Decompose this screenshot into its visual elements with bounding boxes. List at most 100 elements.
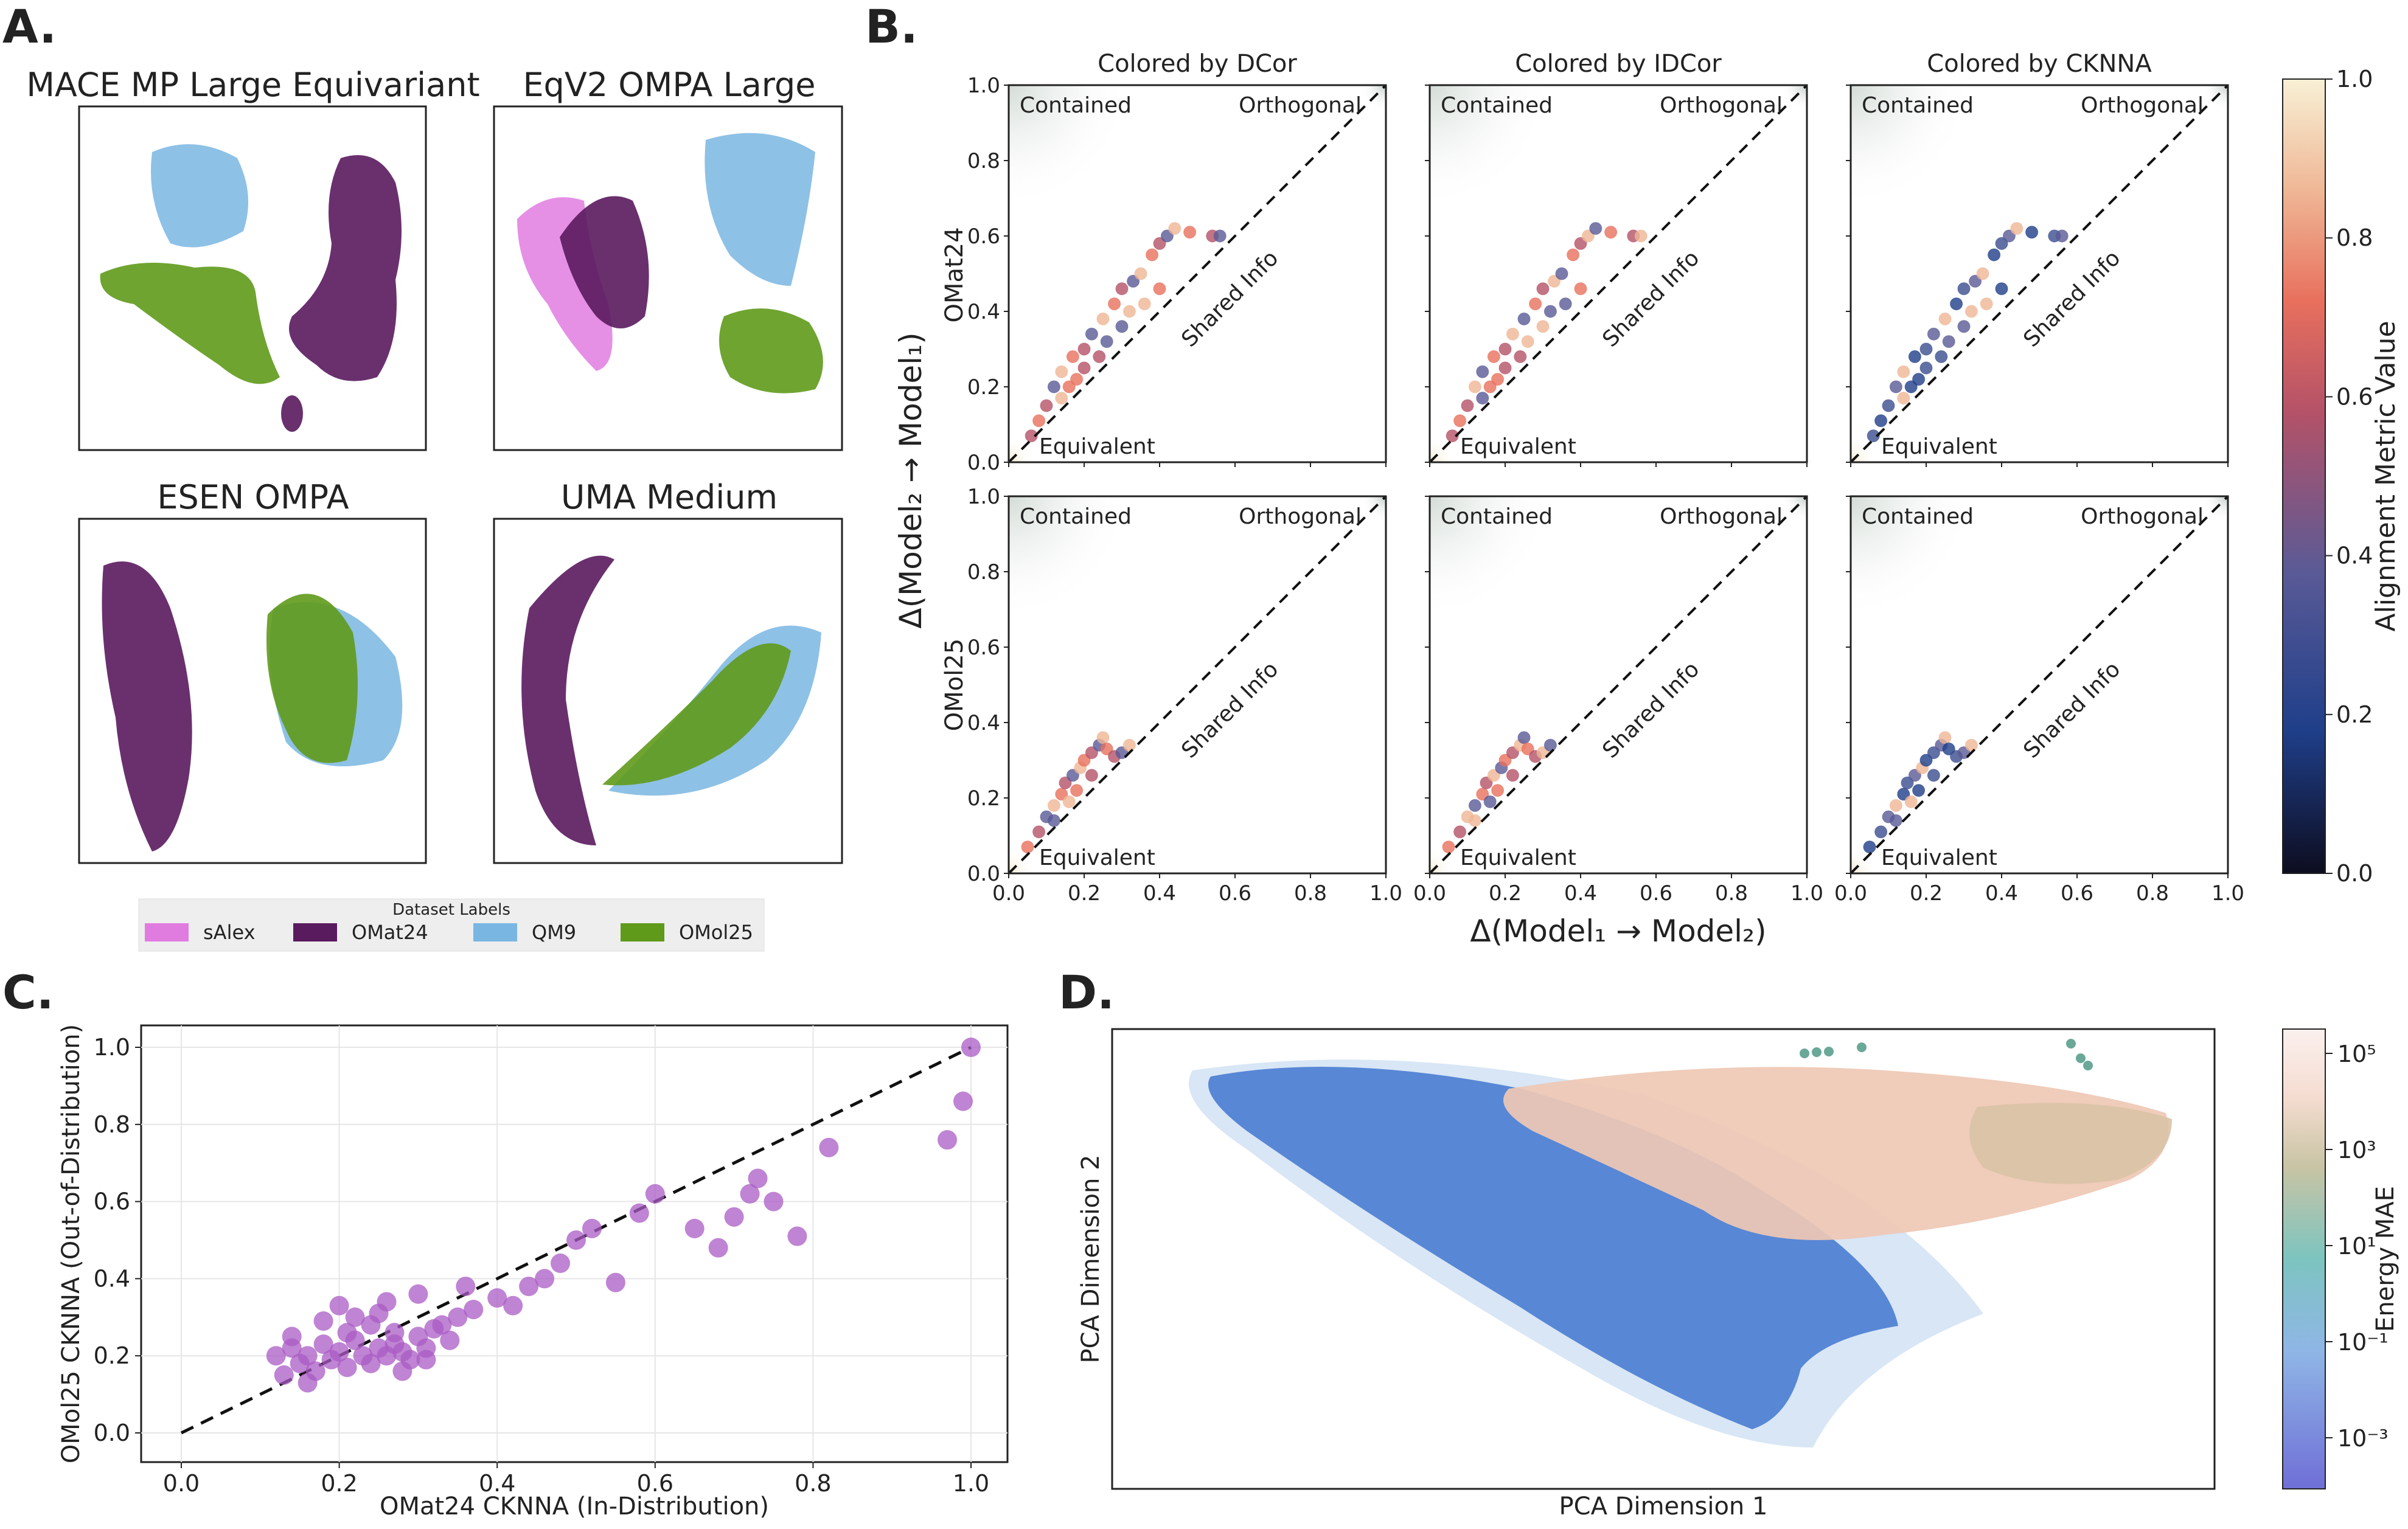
b-data-point bbox=[1483, 795, 1497, 808]
c-data-point bbox=[337, 1357, 357, 1378]
b-data-point bbox=[1517, 312, 1531, 325]
umap-frame-1 bbox=[78, 105, 427, 451]
b-colorbar-label: Alignment Metric Value bbox=[2370, 321, 2401, 631]
b-data-point bbox=[1912, 784, 1926, 797]
d-colorbar-tick-label: 10⁻¹ bbox=[2337, 1329, 2389, 1356]
b-label-equivalent: Equivalent bbox=[1039, 845, 1155, 870]
b-data-point bbox=[1589, 222, 1602, 235]
umap-1-omat24-island bbox=[281, 395, 303, 432]
b-label-contained: Contained bbox=[1862, 93, 1974, 118]
b-data-point bbox=[1093, 350, 1106, 363]
b-data-point bbox=[1980, 297, 1993, 311]
b-data-point bbox=[1077, 361, 1091, 375]
b-label-equivalent: Equivalent bbox=[1460, 845, 1576, 870]
b-diagonal-line bbox=[1428, 495, 1808, 875]
b-data-point bbox=[1904, 795, 1918, 808]
b-label-orthogonal: Orthogonal bbox=[2081, 93, 2204, 118]
b-colorbar-tick-label: 0.6 bbox=[2336, 383, 2373, 410]
c-data-point bbox=[487, 1288, 507, 1308]
b-contained-shade bbox=[1851, 85, 2058, 293]
c-data-point bbox=[953, 1091, 973, 1111]
b-data-point bbox=[1062, 795, 1076, 808]
c-data-point bbox=[724, 1207, 744, 1227]
b-data-point bbox=[1889, 380, 1902, 394]
d-point-clouds bbox=[1189, 1039, 2172, 1448]
b-xtick-label: 0.0 bbox=[1413, 881, 1446, 906]
b-xtick-label: 0.8 bbox=[1294, 881, 1327, 906]
b-ytick-label: 0.6 bbox=[967, 636, 1000, 660]
umap-4-omol25-cluster bbox=[602, 643, 791, 786]
umap-1-omat24-cluster bbox=[289, 155, 402, 381]
umap-2-qm9-cluster bbox=[705, 133, 815, 286]
panel-label-a: A. bbox=[2, 0, 57, 54]
b-data-point bbox=[1555, 267, 1568, 280]
legend-title: Dataset Labels bbox=[392, 901, 510, 919]
d-colorbar-tick-label: 10⁵ bbox=[2337, 1041, 2376, 1067]
umap-4-omat24-cluster bbox=[521, 555, 614, 845]
umap-title-4: UMA Medium bbox=[561, 478, 778, 516]
b-colorbar-tick-label: 0.0 bbox=[2336, 860, 2373, 887]
b-data-point bbox=[1536, 320, 1550, 333]
b-data-point bbox=[1964, 738, 1978, 752]
b-data-point bbox=[1122, 305, 1136, 318]
c-data-point bbox=[708, 1238, 728, 1258]
c-data-point bbox=[645, 1184, 665, 1204]
b-label-equivalent: Equivalent bbox=[1460, 434, 1576, 459]
b-data-point bbox=[1153, 282, 1166, 296]
b-label-orthogonal: Orthogonal bbox=[1239, 93, 1362, 118]
b-data-point bbox=[1919, 361, 1933, 375]
umap-4-clusters bbox=[521, 555, 821, 845]
umap-2-omol25-cluster bbox=[719, 308, 823, 394]
c-y-axis-label: OMol25 CKNNA (Out-of-Distribution) bbox=[57, 1024, 85, 1463]
c-data-point bbox=[464, 1300, 484, 1320]
b-label-orthogonal: Orthogonal bbox=[1239, 504, 1362, 529]
legend-item-salex: sAlex bbox=[145, 921, 256, 944]
b-data-point bbox=[1506, 769, 1519, 782]
b-label-contained: Contained bbox=[1862, 504, 1974, 529]
b-data-point bbox=[1536, 282, 1550, 296]
b-xtick-label: 0.6 bbox=[1219, 881, 1251, 906]
b-xtick-label: 0.2 bbox=[1489, 881, 1522, 906]
b-data-point bbox=[2055, 229, 2069, 243]
c-xtick-label: 0.4 bbox=[479, 1470, 515, 1497]
c-data-point bbox=[416, 1350, 436, 1370]
b-y-axis-label: Δ(Model₂ → Model₁) bbox=[893, 332, 928, 628]
b-diagonal-line bbox=[1007, 495, 1387, 875]
b-ytick-label: 0.2 bbox=[967, 375, 1000, 400]
b-data-point bbox=[1115, 282, 1129, 296]
b-xtick-label: 0.6 bbox=[2061, 881, 2093, 906]
c-xtick-label: 0.8 bbox=[795, 1470, 831, 1497]
c-data-point bbox=[361, 1353, 381, 1373]
b-data-point bbox=[1498, 342, 1512, 356]
legend-label-salex: sAlex bbox=[203, 921, 256, 944]
c-data-point bbox=[503, 1295, 523, 1316]
c-xtick-label: 0.6 bbox=[637, 1470, 673, 1497]
c-ytick-label: 0.0 bbox=[94, 1420, 130, 1446]
c-data-point bbox=[684, 1218, 705, 1238]
legend-item-omol25: OMol25 bbox=[621, 921, 753, 944]
c-data-point bbox=[392, 1361, 412, 1381]
b-data-point bbox=[1964, 305, 1978, 318]
b-data-point bbox=[1874, 825, 1888, 839]
legend-swatch-salex bbox=[145, 923, 189, 941]
b-xtick-label: 0.2 bbox=[1910, 881, 1943, 906]
b-ytick-label: 0.4 bbox=[967, 711, 1000, 735]
c-data-point bbox=[329, 1342, 349, 1362]
d-colorbar-label: Energy MAE bbox=[2371, 1186, 2399, 1332]
d-tan-cluster bbox=[1969, 1103, 2172, 1184]
b-data-point bbox=[1115, 320, 1129, 333]
b-data-point bbox=[1047, 799, 1060, 812]
d-colorbar-tick-label: 10¹ bbox=[2337, 1233, 2376, 1260]
b-data-point bbox=[1889, 814, 1902, 827]
legend-swatch-omat24 bbox=[293, 923, 337, 941]
b-xtick-label: 1.0 bbox=[2211, 881, 2244, 906]
b-data-point bbox=[1476, 365, 1489, 378]
b-data-point bbox=[1634, 229, 1648, 243]
c-data-point bbox=[369, 1303, 389, 1323]
b-data-point bbox=[1476, 392, 1489, 405]
c-data-point bbox=[519, 1277, 539, 1297]
b-data-point bbox=[1889, 799, 1902, 812]
